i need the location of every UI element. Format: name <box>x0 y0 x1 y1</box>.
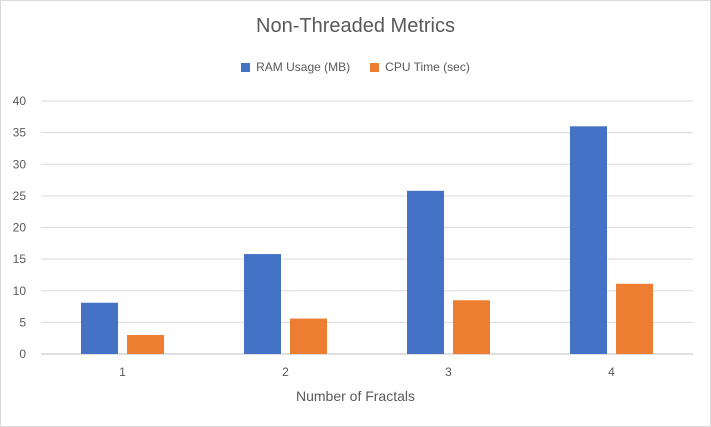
legend-swatch-cpu <box>370 62 380 72</box>
x-tick-label: 4 <box>608 365 615 379</box>
y-tick-label: 0 <box>19 347 26 361</box>
bar-cpu <box>453 300 490 354</box>
x-tick-label: 2 <box>282 365 289 379</box>
y-tick-label: 10 <box>13 284 27 298</box>
bar-cpu <box>290 318 327 354</box>
legend: RAM Usage (MB) CPU Time (sec) <box>1 60 710 74</box>
legend-item-ram: RAM Usage (MB) <box>241 60 350 74</box>
y-tick-label: 5 <box>19 315 26 329</box>
x-axis-title: Number of Fractals <box>295 388 416 404</box>
bar-cpu <box>616 283 653 354</box>
y-tick-label: 40 <box>13 94 27 108</box>
bar-ram <box>570 126 607 354</box>
x-tick-label: 3 <box>445 365 452 379</box>
legend-label-ram: RAM Usage (MB) <box>256 60 351 74</box>
legend-label-cpu: CPU Time (sec) <box>385 60 470 74</box>
y-tick-label: 30 <box>13 157 27 171</box>
x-tick-label: 1 <box>119 365 126 379</box>
bar-ram <box>407 190 444 354</box>
y-tick-label: 35 <box>13 126 27 140</box>
bar-cpu <box>127 335 164 354</box>
legend-item-cpu: CPU Time (sec) <box>370 60 470 74</box>
y-tick-label: 20 <box>13 221 27 235</box>
chart-title: Non-Threaded Metrics <box>256 15 455 37</box>
bar-ram <box>81 302 118 354</box>
y-tick-label: 25 <box>13 189 27 203</box>
bar-ram <box>244 254 281 354</box>
legend-swatch-ram <box>241 62 251 72</box>
y-tick-label: 15 <box>13 252 27 266</box>
